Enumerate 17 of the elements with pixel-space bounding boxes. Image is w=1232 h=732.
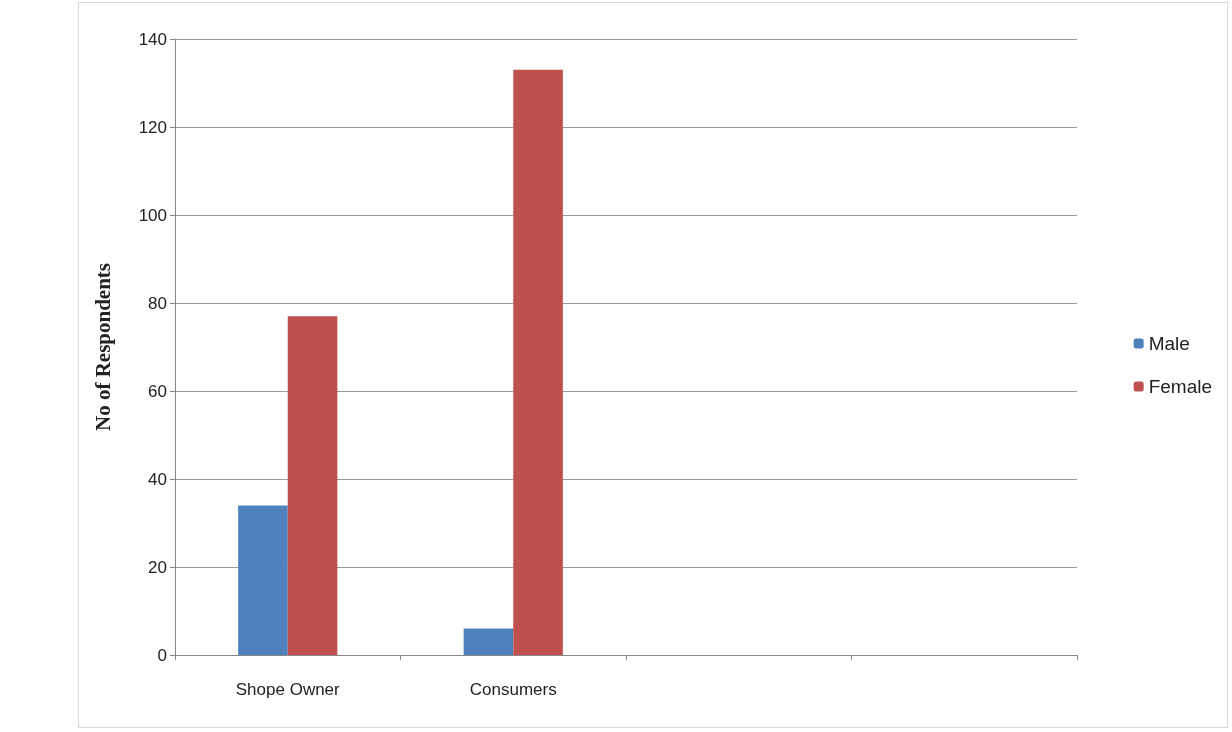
- y-axis-title: No of Respondents: [90, 262, 115, 432]
- x-tick-label: Shope Owner: [235, 680, 341, 699]
- bar: [463, 628, 514, 655]
- legend-label: Female: [1148, 376, 1212, 397]
- bar: [238, 505, 288, 655]
- y-tick-label: 40: [148, 469, 167, 489]
- y-tick-label: 120: [138, 117, 167, 137]
- x-tick-label: Consumers: [469, 680, 557, 699]
- y-tick-label: 80: [148, 293, 167, 313]
- bar: [287, 316, 338, 655]
- y-tick-label: 140: [138, 29, 167, 49]
- y-tick-label: 100: [138, 205, 167, 225]
- y-tick-label: 60: [148, 381, 167, 401]
- y-tick-label: 20: [148, 557, 167, 577]
- legend-label: Male: [1148, 333, 1190, 354]
- bar: [513, 69, 563, 655]
- y-tick-label: 0: [157, 645, 167, 665]
